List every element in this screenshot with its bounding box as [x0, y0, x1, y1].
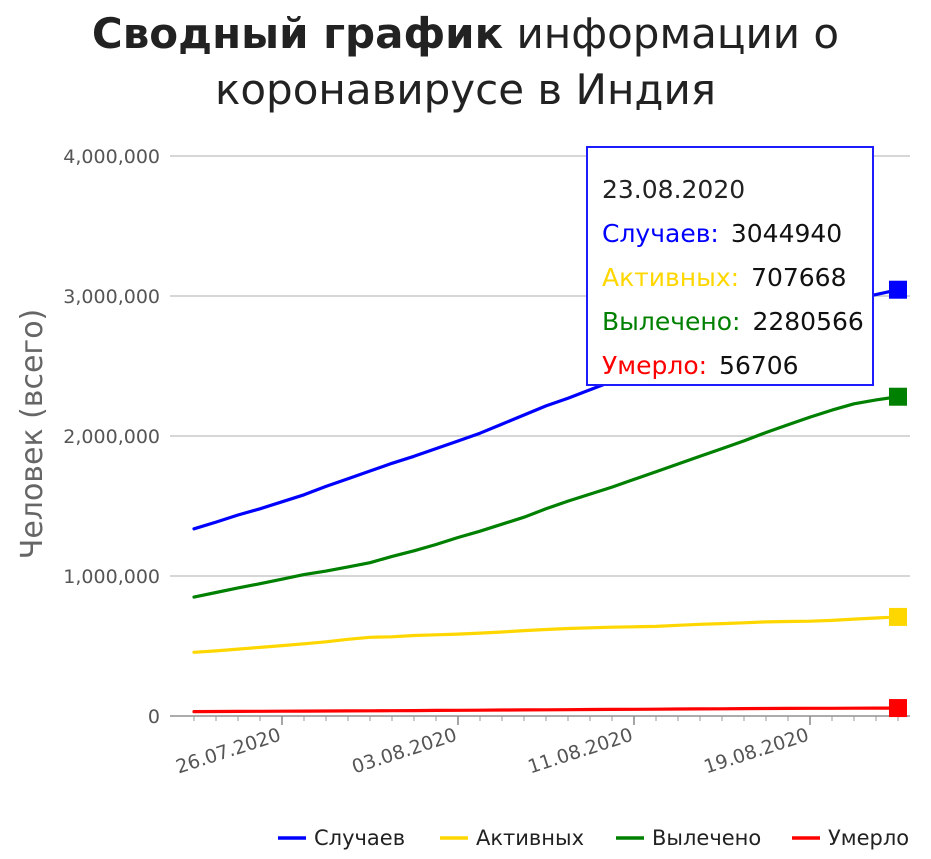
chart-title-bold: Сводный график: [91, 9, 504, 58]
tooltip-row: Активных: 707668: [602, 256, 872, 300]
tooltip-label: Случаев:: [602, 219, 719, 248]
legend-label[interactable]: Вылечено: [652, 826, 761, 850]
series-line: [192, 615, 900, 654]
tooltip-value: 707668: [751, 263, 847, 292]
tooltip-row: Случаев: 3044940: [602, 212, 872, 256]
series-end-marker[interactable]: [889, 699, 907, 718]
tooltip: 23.08.2020 Случаев: 3044940 Активных: 70766…: [586, 146, 874, 386]
chart-title-rest: информации о: [516, 9, 840, 58]
tooltip-date: 23.08.2020: [602, 175, 746, 204]
series-end-marker[interactable]: [889, 280, 907, 299]
y-tick-label: 3,000,000: [63, 286, 160, 308]
legend-label[interactable]: Умерло: [828, 826, 909, 850]
chart-title-line2: коронавирусе в Индия: [214, 65, 717, 114]
legend-label[interactable]: Активных: [476, 826, 584, 850]
tooltip-label: Вылечено:: [602, 307, 741, 336]
y-tick-label: 0: [148, 706, 160, 728]
series-line: [192, 706, 900, 714]
y-axis-label: Человек (всего): [15, 309, 50, 560]
tooltip-row: Умерло: 56706: [602, 344, 872, 388]
x-tick-label: 19.08.2020: [701, 724, 811, 779]
end-markers: [889, 280, 907, 718]
y-tick-labels: 0 1,000,000 2,000,000 3,000,000 4,000,000: [63, 146, 160, 728]
y-tick-label: 1,000,000: [63, 566, 160, 588]
tooltip-value: 56706: [719, 351, 799, 380]
series-line: [192, 395, 900, 599]
x-tick-label: 26.07.2020: [173, 724, 283, 779]
x-tick-label: 11.08.2020: [525, 724, 635, 779]
tooltip-label: Умерло:: [602, 351, 708, 380]
legend: Случаев Активных Вылечено Умерло: [278, 826, 909, 850]
legend-label[interactable]: Случаев: [314, 826, 405, 850]
tooltip-row: Вылечено: 2280566: [602, 300, 872, 344]
y-tick-label: 2,000,000: [63, 426, 160, 448]
x-tick-label: 03.08.2020: [349, 724, 459, 779]
x-axis: 26.07.2020 03.08.2020 11.08.2020 19.08.2020: [170, 715, 910, 779]
tooltip-value: 3044940: [730, 219, 843, 248]
tooltip-value: 2280566: [752, 307, 864, 336]
tooltip-label: Активных:: [602, 263, 740, 292]
series-end-marker[interactable]: [889, 607, 907, 626]
series-end-marker[interactable]: [889, 387, 907, 406]
y-tick-label: 4,000,000: [63, 146, 160, 168]
chart-title: Сводный график информации о коронавирусе…: [0, 6, 931, 118]
